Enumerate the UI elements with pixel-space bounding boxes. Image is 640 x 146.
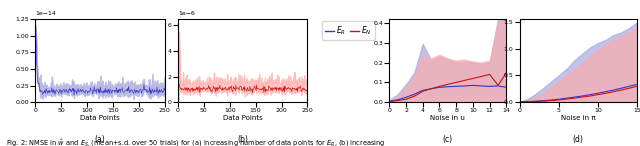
Text: (d): (d) — [573, 135, 584, 145]
Text: Fig. 2: NMSE in $\hat{w}$ and $E_{S_r}$ (mean+s.d. over 50 trials) for (a) incre: Fig. 2: NMSE in $\hat{w}$ and $E_{S_r}$ … — [6, 137, 386, 146]
X-axis label: Noise in π: Noise in π — [561, 115, 596, 121]
X-axis label: Data Points: Data Points — [223, 115, 262, 121]
X-axis label: Noise in u: Noise in u — [431, 115, 465, 121]
Text: (b): (b) — [237, 135, 248, 145]
X-axis label: Data Points: Data Points — [80, 115, 120, 121]
Text: (a): (a) — [95, 135, 106, 145]
Legend: $E_R$, $E_N$: $E_R$, $E_N$ — [321, 21, 375, 40]
Text: (c): (c) — [443, 135, 453, 145]
